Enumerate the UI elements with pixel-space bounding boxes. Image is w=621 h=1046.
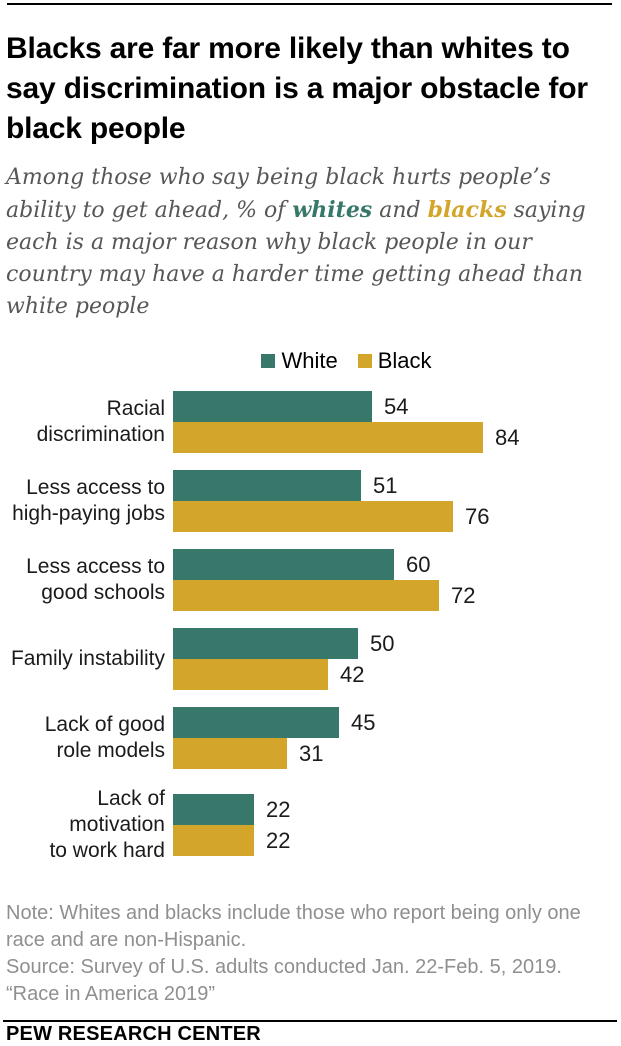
bar-line: 31 [173, 738, 613, 769]
bar-group: Racial discrimination 54 84 [6, 391, 613, 453]
bar-pair: 51 76 [173, 470, 613, 532]
bar-line: 42 [173, 659, 613, 690]
subtitle-blacks-word: blacks [427, 197, 507, 223]
bar-line: 22 [173, 794, 613, 825]
bar-pair: 45 31 [173, 707, 613, 769]
bar-white [173, 794, 254, 825]
value-label: 31 [299, 740, 324, 766]
top-rule [7, 3, 612, 5]
bar-line: 45 [173, 707, 613, 738]
value-label: 22 [266, 796, 291, 822]
legend-item-white: White [261, 348, 338, 374]
value-label: 50 [370, 630, 395, 656]
bar-pair: 54 84 [173, 391, 613, 453]
bar-line: 51 [173, 470, 613, 501]
bar-black [173, 580, 439, 611]
bar-line: 84 [173, 422, 613, 453]
footer-notes: Note: Whites and blacks include those wh… [6, 900, 598, 1008]
bar-black [173, 825, 254, 856]
black-swatch-icon [357, 354, 372, 368]
legend-label-black: Black [377, 348, 432, 373]
pew-research-center-logo: PEW RESEARCH CENTER [6, 1023, 261, 1045]
bar-line: 72 [173, 580, 613, 611]
bar-pair: 60 72 [173, 549, 613, 611]
value-label: 84 [495, 424, 520, 450]
bar-white [173, 707, 339, 738]
page-title: Blacks are far more likely than whites t… [6, 32, 588, 145]
category-label: Lack of good role models [44, 713, 165, 762]
note-line: Note: Whites and blacks include those wh… [6, 902, 581, 951]
value-label: 72 [451, 582, 476, 608]
bar-chart: Racial discrimination 54 84 Less access to … [6, 391, 613, 864]
subtitle-text-after: saying each is a major reason why black … [6, 198, 586, 319]
bar-black [173, 738, 287, 769]
bar-group: Lack of good role models 45 31 [6, 707, 613, 769]
value-label: 45 [351, 709, 376, 735]
bar-line: 76 [173, 501, 613, 532]
source-line: Source: Survey of U.S. adults conducted … [6, 956, 562, 978]
subtitle-text-middle: and [372, 198, 428, 223]
bar-pair: 50 42 [173, 628, 613, 690]
subtitle-text-before: Among those who say being black hurts pe… [6, 165, 551, 223]
bar-white [173, 628, 358, 659]
bar-black [173, 659, 328, 690]
bottom-rule [3, 1020, 617, 1022]
bar-line: 22 [173, 825, 613, 856]
bar-black [173, 422, 483, 453]
bar-group: Family instability 50 42 [6, 628, 613, 690]
value-label: 54 [384, 393, 409, 419]
chart-subtitle: Among those who say being black hurts pe… [6, 162, 606, 323]
legend-item-black: Black [357, 348, 432, 374]
white-swatch-icon [261, 354, 276, 368]
bar-pair: 22 22 [173, 794, 613, 856]
value-label: 42 [340, 661, 365, 687]
value-label: 22 [266, 827, 291, 853]
bar-group: Less access to good schools 60 72 [6, 549, 613, 611]
category-label: Family instability [10, 647, 165, 670]
value-label: 60 [406, 551, 431, 577]
bar-white [173, 391, 372, 422]
chart-legend: White Black [43, 348, 621, 374]
bar-white [173, 549, 394, 580]
category-label: Racial discrimination [36, 397, 165, 446]
report-title-line: “Race in America 2019” [6, 983, 215, 1005]
bar-line: 54 [173, 391, 613, 422]
category-label: Lack of motivation to work hard [49, 787, 165, 862]
infographic: Blacks are far more likely than whites t… [0, 3, 621, 1046]
bar-group: Less access to high-paying jobs 51 76 [6, 470, 613, 532]
bar-black [173, 501, 453, 532]
subtitle-whites-word: whites [292, 197, 373, 223]
category-label: Less access to high-paying jobs [12, 476, 165, 525]
value-label: 51 [373, 472, 398, 498]
legend-label-white: White [281, 348, 338, 373]
category-label: Less access to good schools [26, 555, 165, 604]
bar-line: 60 [173, 549, 613, 580]
bar-white [173, 470, 361, 501]
value-label: 76 [465, 503, 490, 529]
bar-group: Lack of motivation to work hard 22 22 [6, 786, 613, 864]
bar-line: 50 [173, 628, 613, 659]
